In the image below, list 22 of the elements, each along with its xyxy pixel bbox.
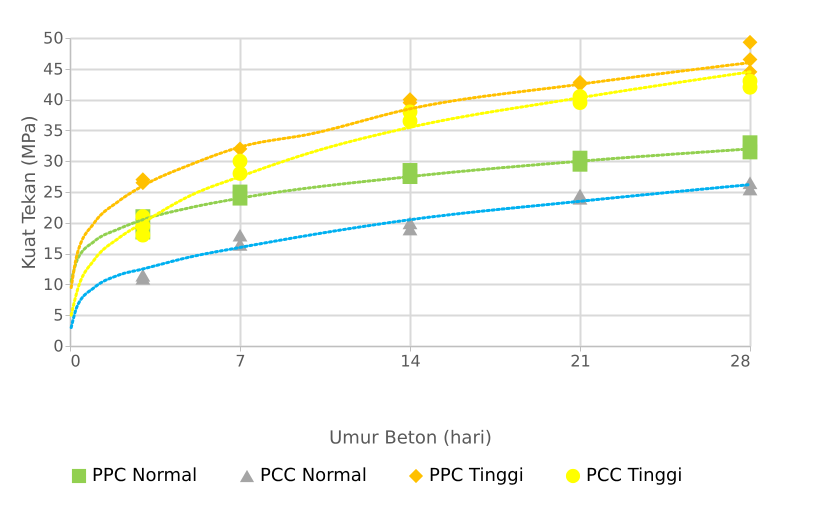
legend-label: PPC Normal: [92, 465, 198, 486]
y-tick-label: 25: [43, 182, 64, 202]
y-tick-label: 50: [43, 28, 64, 48]
y-tick-label: 45: [43, 59, 64, 78]
y-tick-label: 40: [43, 90, 64, 110]
x-tick-label: 0: [70, 352, 81, 370]
x-tick-label: 7: [235, 352, 246, 370]
legend-label: PCC Normal: [260, 465, 367, 486]
y-tick-label: 5: [53, 306, 64, 325]
y-tick-label: 0: [53, 336, 64, 356]
y-tick-label: 35: [43, 120, 64, 140]
x-axis-title: Umur Beton (hari): [329, 428, 492, 448]
legend-label: PPC Tinggi: [429, 465, 524, 486]
y-tick-label: 20: [43, 213, 64, 232]
y-axis-title: Kuat Tekan (MPa): [19, 115, 40, 270]
y-tick-label: 30: [43, 152, 64, 171]
y-tick-label: 10: [43, 274, 64, 294]
y-tick-label: 15: [43, 244, 64, 264]
x-tick-label: 14: [400, 352, 421, 370]
x-tick-label: 21: [570, 352, 591, 370]
x-tick-label: 28: [730, 352, 750, 370]
legend-label: PCC Tinggi: [586, 465, 682, 486]
